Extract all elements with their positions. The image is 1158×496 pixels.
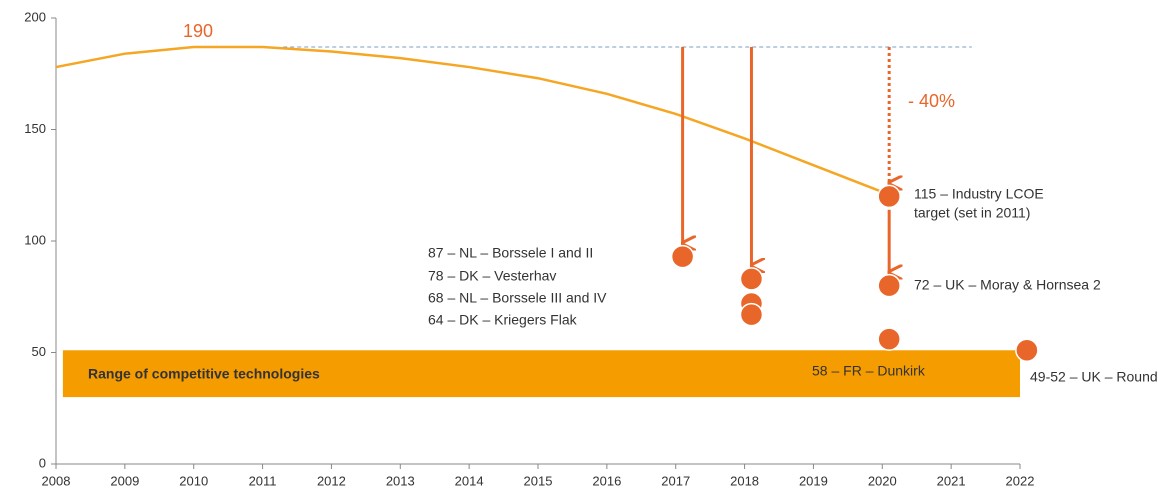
x-tick-label: 2008 (42, 473, 71, 488)
x-tick-label: 2020 (868, 473, 897, 488)
x-tick-label: 2015 (524, 473, 553, 488)
x-tick-label: 2011 (249, 473, 277, 488)
x-tick-label: 2014 (455, 473, 484, 488)
band (62, 350, 1020, 398)
annotation: target (set in 2011) (914, 205, 1030, 221)
annotation: 87 – NL – Borssele I and II (428, 245, 593, 261)
annotation: 58 – FR – Dunkirk (812, 363, 926, 379)
point (739, 267, 764, 291)
x-tick-label: 2018 (730, 473, 759, 488)
point (877, 273, 901, 298)
point (877, 184, 901, 209)
annotation: 190 (183, 21, 213, 41)
x-tick-label: 2019 (799, 473, 828, 488)
x-tick-label: 2013 (386, 473, 415, 488)
annotation: 115 – Industry LCOE (914, 186, 1044, 202)
annotation: 68 – NL – Borssele III and IV (428, 290, 607, 306)
annotation: - 40% (908, 91, 955, 111)
x-tick-label: 2021 (937, 473, 966, 488)
y-tick-label: 200 (24, 9, 46, 24)
annotation: 72 – UK – Moray & Hornsea 2 (914, 277, 1101, 293)
x-tick-label: 2009 (110, 473, 139, 488)
point (739, 302, 764, 327)
x-tick-label: 2010 (179, 473, 208, 488)
band-label: Range of competitive technologies (88, 365, 320, 381)
annotation: 78 – DK – Vesterhav (428, 268, 556, 284)
y-tick-label: 0 (39, 455, 46, 470)
y-tick-label: 100 (24, 232, 46, 247)
y-tick-label: 150 (24, 121, 46, 136)
annotation: 64 – DK – Kriegers Flak (428, 312, 578, 328)
x-tick-label: 2017 (661, 473, 690, 488)
annotation: 49-52 – UK – Round 3 (1030, 369, 1158, 385)
x-tick-label: 2016 (592, 473, 621, 488)
x-tick-label: 2022 (1006, 473, 1035, 488)
line (55, 45, 883, 194)
point (877, 327, 901, 351)
x-tick-label: 2012 (317, 473, 346, 488)
point (670, 244, 695, 269)
point (1015, 338, 1039, 363)
y-tick-label: 50 (32, 344, 46, 359)
